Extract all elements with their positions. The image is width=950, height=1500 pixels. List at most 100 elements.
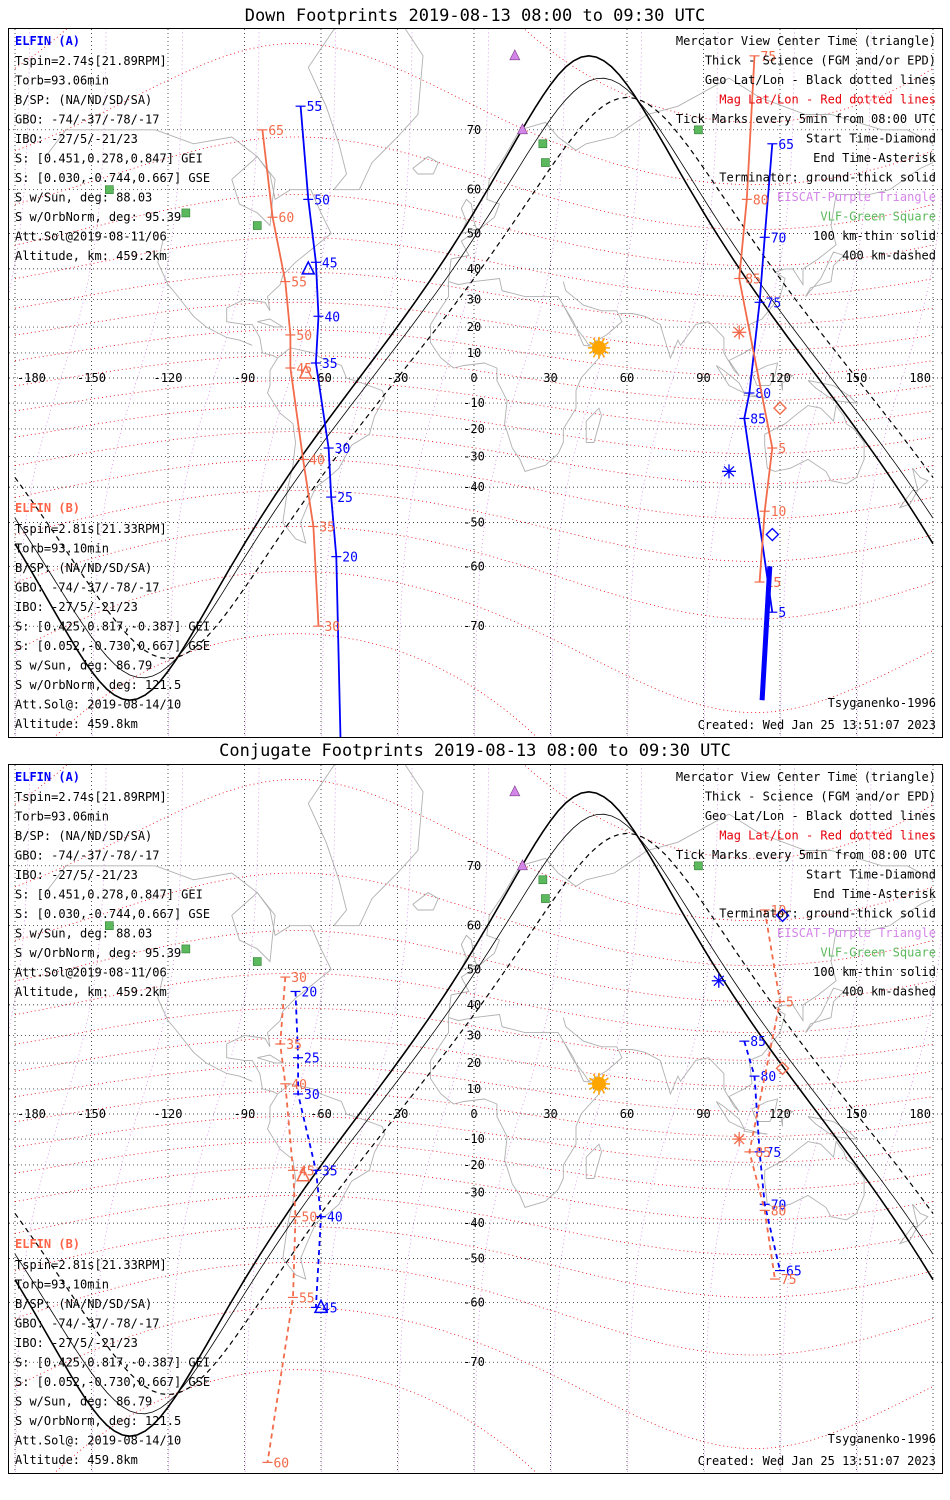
- elfin-b-west-tick-label: 50: [296, 329, 312, 344]
- lat-tick-label: -60: [463, 1295, 485, 1309]
- elfin-b-west-tick-label: 50: [302, 1211, 318, 1226]
- elfin-b-east-tick-label: 80: [753, 193, 769, 208]
- coastline: [307, 29, 424, 191]
- legend-entry: Mag Lat/Lon - Red dotted lines: [719, 829, 936, 843]
- elfin-a-info-line: Torb=93.06min: [15, 810, 109, 824]
- panel-title-conjugate: Conjugate Footprints 2019-08-13 08:00 to…: [219, 741, 731, 761]
- elfin-a-west-track: [294, 991, 322, 1308]
- legend-entry: Thick - Science (FGM and/or EPD): [705, 54, 936, 68]
- elfin-b-info-line: GBO: -74/-37/-78/-17: [15, 1317, 160, 1331]
- elfin-b-east-tick-label: 10: [771, 505, 787, 520]
- elfin-b-info-line: S: [0.052,-0.730,0.667] GSE: [15, 1375, 210, 1389]
- mag-lat-gridline: [14, 571, 934, 713]
- terminator-ground: [14, 790, 934, 1438]
- elfin-b-info-line: B/SP: (NA/ND/SD/SA): [15, 561, 152, 575]
- legend-entry: Mag Lat/Lon - Red dotted lines: [719, 93, 936, 107]
- lon-tick-label: 120: [769, 1107, 791, 1121]
- mag-lat-gridline: [14, 1195, 934, 1256]
- elfin-a-west-tick-label: 30: [335, 442, 351, 457]
- lat-tick-label: -70: [463, 1355, 485, 1369]
- elfin-b-east-track: [738, 55, 774, 583]
- mag-lon-gridline: [168, 765, 260, 1473]
- mag-lon-gridline: [244, 29, 336, 737]
- lon-tick-label: -90: [234, 1107, 256, 1121]
- elfin-b-info-line: Altitude: 459.8km: [15, 1453, 138, 1467]
- legend-entry: Mercator View Center Time (triangle): [676, 770, 936, 784]
- elfin-b-info-line: S w/Sun, deg: 86.79: [15, 659, 152, 673]
- coastline: [430, 278, 605, 472]
- legend-entry: EISCAT-Purple Triangle: [777, 926, 936, 940]
- elfin-a-info-line: S: [0.030,-0.744,0.667] GSE: [15, 907, 210, 921]
- legend-entry: Mercator View Center Time (triangle): [676, 34, 936, 48]
- lat-tick-label: -30: [463, 450, 485, 464]
- elfin-a-header: ELFIN (A): [15, 34, 80, 48]
- mag-lon-gridline: [474, 765, 566, 1473]
- center-time-triangle-icon: [298, 364, 313, 379]
- elfin-b-info-line: B/SP: (NA/ND/SD/SA): [15, 1297, 152, 1311]
- mag-lon-gridline: [15, 765, 107, 1473]
- elfin-a-info-line: B/SP: (NA/ND/SD/SA): [15, 93, 152, 107]
- elfin-a-info-line: IBO: -27/5/-21/23: [15, 132, 138, 146]
- end-asterisk-icon: [733, 1133, 745, 1145]
- vlf-square-icon: [252, 221, 262, 230]
- lon-tick-label: -30: [387, 371, 409, 385]
- coastline: [257, 1054, 285, 1064]
- start-diamond-icon: [765, 527, 780, 542]
- elfin-b-info-line: Tspin=2.81s[21.33RPM]: [15, 1258, 167, 1272]
- coastline: [743, 392, 768, 399]
- elfin-a-info-line: S w/OrbNorm, deg: 95.39: [15, 946, 181, 960]
- coastline: [157, 240, 253, 346]
- coastline: [779, 1111, 795, 1127]
- elfin-a-east-tick-label: 75: [766, 1146, 782, 1161]
- mag-lat-gridline: [14, 490, 934, 562]
- coastline: [231, 156, 276, 227]
- mag-lon-gridline: [780, 765, 872, 1473]
- vlf-square-icon: [105, 921, 114, 930]
- elfin-a-east-tick-label: 80: [755, 387, 771, 402]
- elfin-a-west-tick-label: 20: [302, 985, 318, 1000]
- mag-lat-gridline: [14, 526, 934, 620]
- mag-lon-gridline: [168, 29, 260, 737]
- vlf-square-icon: [538, 875, 548, 885]
- elfin-a-info-line: S: [0.030,-0.744,0.667] GSE: [15, 171, 210, 185]
- elfin-a-info-line: GBO: -74/-37/-78/-17: [15, 113, 160, 127]
- lon-tick-label: 60: [620, 1107, 634, 1121]
- footprint-map-conjugate: -180 -150 -120 -90 -60 -30 0 30 60 90 120 150 180706…: [9, 765, 942, 1473]
- elfin-a-info-line: Att.Sol@2019-08-11/06: [15, 966, 167, 980]
- coastline: [45, 865, 386, 1280]
- lat-tick-label: -20: [463, 1158, 485, 1172]
- map-panel-down: -180 -150 -120 -90 -60 -30 0 30 60 90 120 150 180 70 6…: [8, 28, 943, 738]
- legend-entry: End Time-Asterisk: [813, 151, 937, 165]
- legend-entry: Tick Marks every 5min from 08:00 UTC: [676, 112, 936, 126]
- elfin-a-west-tick-label: 40: [324, 310, 340, 325]
- end-asterisk-icon: [723, 465, 735, 477]
- legend-entry: 400 km-dashed: [842, 249, 936, 263]
- lon-tick-label: 60: [620, 371, 634, 385]
- mag-lon-gridline: [91, 765, 183, 1473]
- vlf-square-icon: [541, 158, 550, 167]
- elfin-a-east-tick-label: 65: [778, 138, 794, 153]
- elfin-a-west-tick-label: 25: [337, 491, 353, 506]
- mag-lon-gridline: [321, 29, 413, 737]
- elfin-b-info-line: S w/Sun, deg: 86.79: [15, 1395, 152, 1409]
- elfin-a-east-track: [743, 143, 774, 613]
- vlf-square-icon: [181, 208, 191, 218]
- coastline: [45, 129, 386, 544]
- lon-tick-label: -180: [17, 1107, 46, 1121]
- elfin-a-info-line: S w/OrbNorm, deg: 95.39: [15, 210, 181, 224]
- legend-entry: Start Time-Diamond: [806, 868, 936, 882]
- elfin-b-west-tick-label: 65: [268, 124, 284, 139]
- elfin-b-info-line: S: [0.425,0.817,-0.387] GEI: [15, 620, 210, 634]
- lat-tick-label: 30: [467, 1028, 481, 1042]
- elfin-a-east-tick-label: 85: [750, 1035, 766, 1050]
- coastline: [585, 1143, 602, 1179]
- lat-tick-label: 30: [467, 292, 481, 306]
- lat-tick-label: -10: [463, 1132, 485, 1146]
- lat-tick-label: 60: [467, 183, 481, 197]
- elfin-b-east-tick-label: 80: [771, 1204, 787, 1219]
- coastline: [805, 251, 845, 297]
- lon-tick-label: 180: [909, 1107, 931, 1121]
- elfin-a-info-line: Altitude, km: 459.2km: [15, 985, 167, 999]
- sun-icon: [591, 340, 606, 355]
- lat-tick-label: 50: [467, 962, 481, 976]
